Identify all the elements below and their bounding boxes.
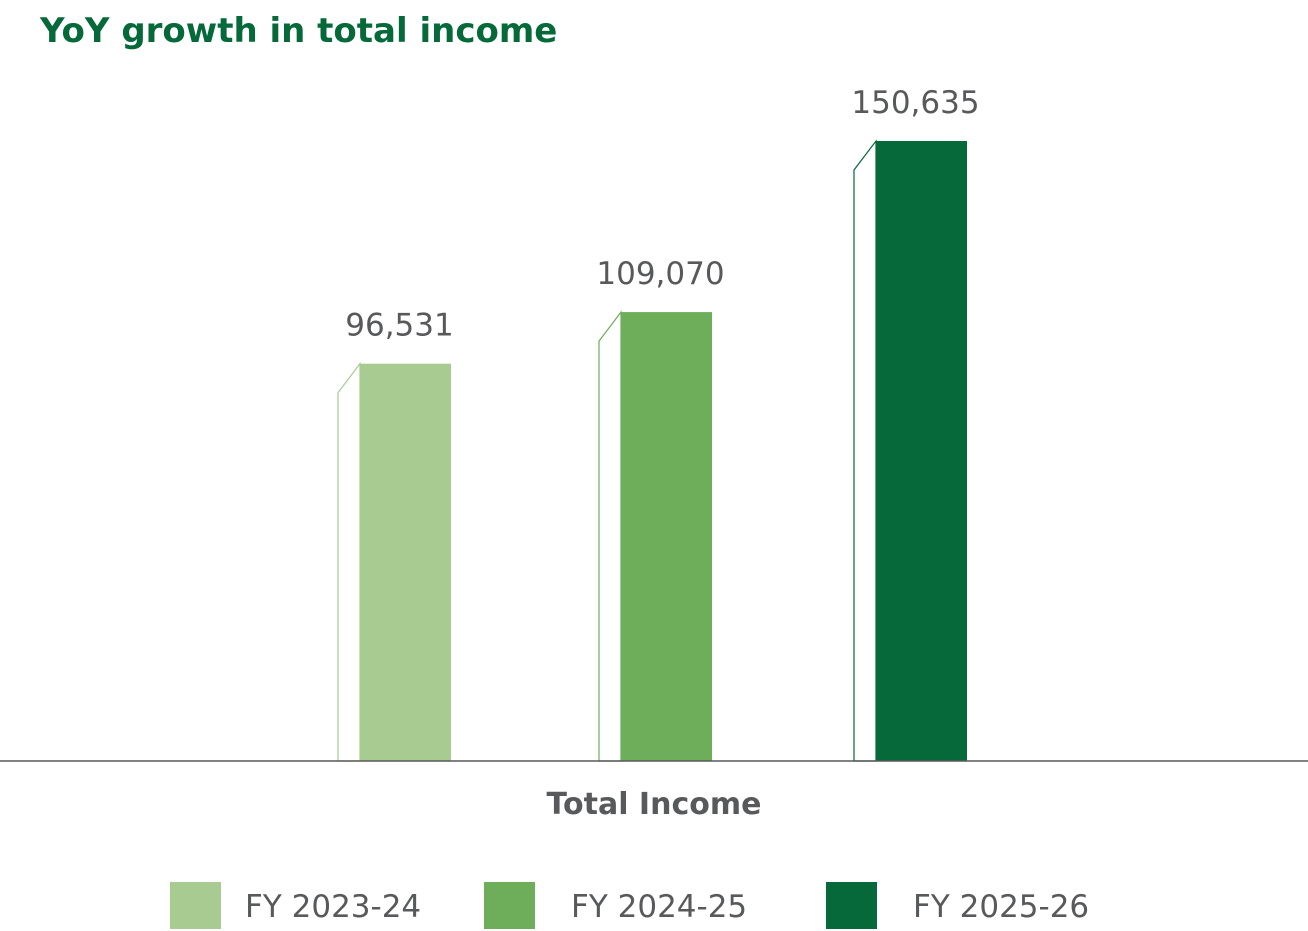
legend-swatch-2	[484, 882, 535, 929]
legend-label-3: FY 2025-26	[913, 889, 1089, 925]
legend-swatch-1	[170, 882, 221, 929]
bar-2	[621, 312, 712, 761]
value-label-3: 150,635	[851, 85, 979, 121]
bar-side-2	[598, 310, 622, 762]
legend-label-1: FY 2023-24	[245, 889, 421, 925]
bar-side-1	[337, 361, 361, 762]
chart-title: YoY growth in total income	[39, 11, 557, 51]
legend-swatch-3	[826, 882, 877, 929]
value-label-1: 96,531	[345, 308, 453, 344]
bar-1	[360, 363, 451, 761]
value-label-2: 109,070	[596, 256, 724, 292]
bar-side-3	[853, 139, 877, 762]
bar-3	[876, 141, 967, 761]
legend-label-2: FY 2024-25	[571, 889, 747, 925]
bars: 96,531 109,070 150,635	[337, 85, 980, 762]
category-label: Total Income	[547, 787, 762, 822]
legend: FY 2023-24 FY 2024-25 FY 2025-26	[170, 882, 1089, 929]
